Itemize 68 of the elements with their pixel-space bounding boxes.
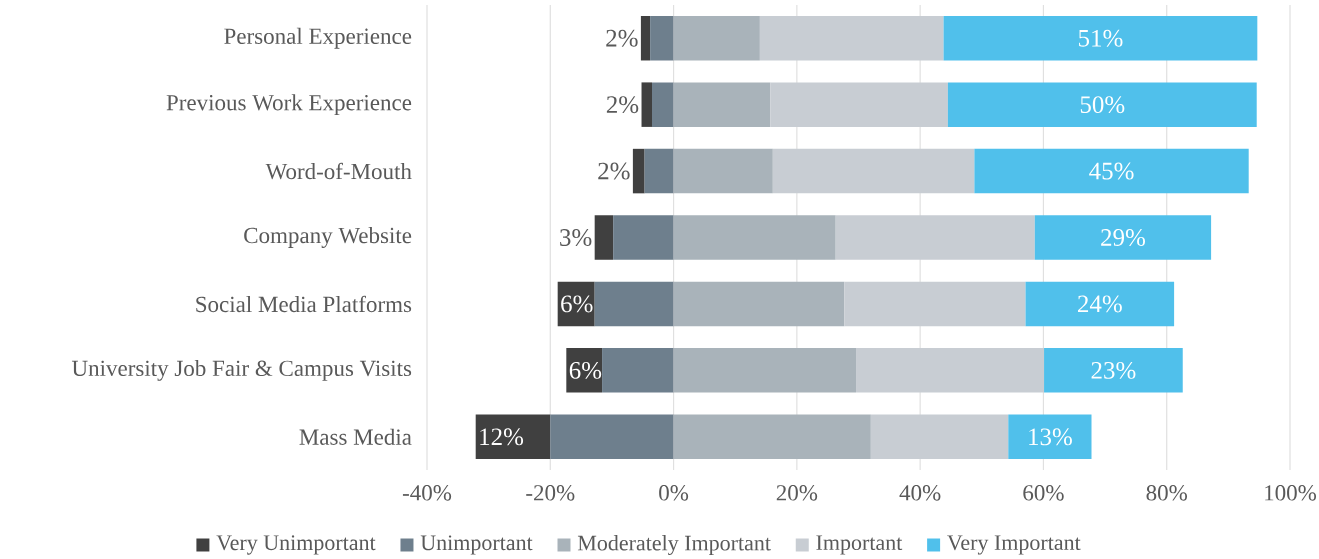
bar	[772, 148, 975, 194]
legend-label: Moderately Important	[577, 535, 771, 555]
bar	[673, 215, 836, 260]
bar	[632, 148, 645, 194]
x-tick-label: 80%	[1146, 485, 1188, 501]
bar	[1034, 215, 1212, 260]
y-tick-label: Personal Experience	[224, 27, 412, 49]
bar	[644, 148, 674, 194]
bar	[947, 82, 1257, 127]
data-label: 45%	[1089, 162, 1134, 180]
bar	[594, 215, 614, 260]
data-label: 3%	[560, 229, 592, 246]
bar	[1044, 348, 1183, 393]
x-tick-label: 40%	[899, 485, 941, 501]
data-label: 51%	[1078, 29, 1123, 47]
bar	[566, 348, 603, 393]
bar	[651, 82, 674, 127]
y-tick-label: Previous Work Experience	[166, 94, 412, 116]
legend-label: Unimportant	[420, 535, 533, 555]
bar	[673, 348, 857, 393]
y-tick-label: Word-of-Mouth	[265, 162, 412, 180]
y-tick-label: Mass Media	[299, 428, 412, 445]
bar	[650, 15, 674, 61]
x-tick-label: -20%	[526, 485, 575, 501]
bar	[641, 82, 652, 127]
x-tick-label: -40%	[402, 485, 452, 501]
y-tick-label: University Job Fair & Campus Visits	[71, 359, 412, 381]
bar	[835, 215, 1035, 260]
data-label: 2%	[606, 29, 638, 47]
bar	[844, 281, 1026, 327]
data-label: 23%	[1091, 361, 1136, 379]
data-label: 6%	[569, 361, 602, 379]
data-label: 24%	[1078, 295, 1122, 313]
data-label: 6%	[561, 295, 593, 313]
legend-label: Very Important	[947, 535, 1081, 555]
data-label: 13%	[1029, 428, 1072, 446]
bar	[673, 281, 845, 327]
bar	[673, 148, 773, 194]
x-tick-label: 20%	[776, 485, 818, 501]
y-tick-label: Social Media Platforms	[196, 295, 412, 313]
bar	[870, 414, 1009, 460]
bar	[550, 414, 674, 460]
bar	[673, 82, 771, 127]
data-label: 12%	[480, 428, 524, 446]
legend-label: Important	[816, 535, 903, 555]
bar	[673, 15, 760, 61]
bar	[640, 15, 651, 61]
bar	[1025, 281, 1175, 327]
data-label: 29%	[1101, 229, 1146, 246]
bar	[943, 15, 1258, 61]
data-label: 50%	[1080, 96, 1125, 114]
bar	[770, 82, 948, 127]
data-label: 2%	[598, 162, 630, 180]
bar	[974, 148, 1249, 194]
bar	[594, 281, 674, 327]
x-tick-label: 60%	[1023, 485, 1064, 501]
x-tick-label: 0%	[659, 485, 689, 501]
bar	[856, 348, 1045, 393]
legend-label: Very Unimportant	[216, 535, 376, 555]
bar	[759, 15, 944, 61]
bar	[1008, 414, 1092, 460]
data-label: 2%	[606, 96, 639, 114]
y-tick-label: Company Website	[244, 227, 412, 248]
bar	[613, 215, 674, 260]
bar	[673, 414, 871, 460]
bar	[602, 348, 674, 393]
x-tick-label: 100%	[1265, 485, 1317, 501]
bar	[475, 414, 551, 460]
